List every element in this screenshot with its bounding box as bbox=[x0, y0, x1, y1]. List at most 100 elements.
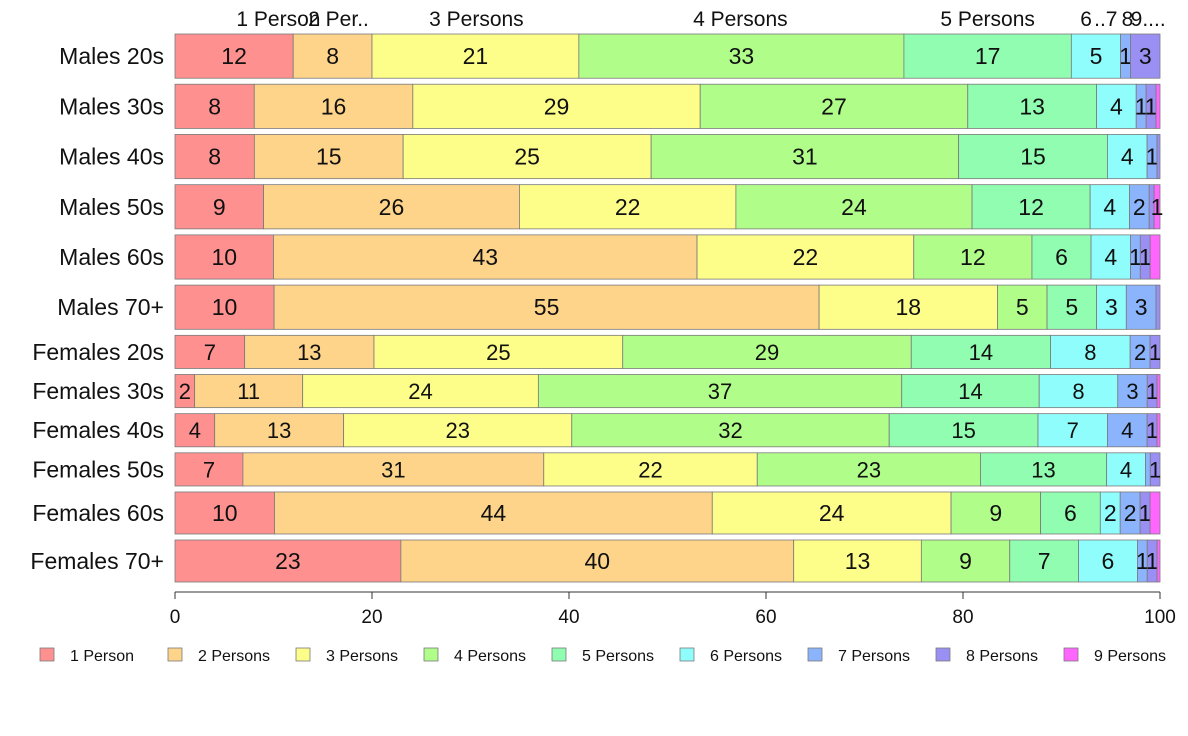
bar-value-label: 4 bbox=[1110, 93, 1123, 119]
bar-segment bbox=[1153, 184, 1161, 230]
bar-value-label: 2 bbox=[179, 379, 191, 404]
bar-segment bbox=[622, 334, 912, 369]
bar-segment bbox=[253, 83, 414, 129]
category-label: Males 20s bbox=[59, 43, 164, 69]
bar-value-label: 25 bbox=[486, 340, 510, 365]
bar-value-label: 4 bbox=[1121, 418, 1133, 443]
bar-value-label: 7 bbox=[203, 457, 215, 482]
bar-segment bbox=[174, 284, 275, 330]
bar-segment bbox=[1149, 334, 1161, 369]
bar-value-label: 15 bbox=[1020, 144, 1046, 170]
bar-value-label: 1 bbox=[1129, 244, 1142, 270]
bar-value-label: 1 bbox=[1146, 548, 1159, 574]
bar-segment bbox=[1009, 539, 1079, 583]
bar-segment bbox=[292, 33, 373, 79]
bar-value-label: 13 bbox=[845, 548, 871, 574]
bar-value-label: 4 bbox=[1104, 244, 1117, 270]
bar-segment bbox=[174, 134, 255, 180]
bars: 12 8 21 33 17 5 1 38 16 29 27 13 4 118 15 25 31 15 4 19 26 22… bbox=[174, 33, 1163, 583]
bar-segment bbox=[302, 374, 539, 409]
bar-segment bbox=[273, 234, 698, 280]
bar-segment bbox=[174, 491, 275, 535]
bar-segment bbox=[400, 539, 795, 583]
bar-value-label: 55 bbox=[534, 294, 560, 320]
top-series-label: 4 Persons bbox=[693, 8, 788, 31]
bar-segment bbox=[1125, 284, 1157, 330]
legend: 1 Person 2 Persons 3 Persons 4 Persons 5 Per… bbox=[39, 647, 1166, 665]
bar-value-label: 8 bbox=[208, 93, 221, 119]
bar-segment bbox=[174, 83, 255, 129]
category-label: Males 70+ bbox=[57, 294, 164, 320]
bar-segment bbox=[373, 334, 624, 369]
bar-segment bbox=[371, 33, 580, 79]
bar-value-label: 1 bbox=[1146, 418, 1158, 443]
bar-value-label: 11 bbox=[237, 379, 260, 404]
bar-value-label: 16 bbox=[321, 93, 347, 119]
bar-value-label: 3 bbox=[1126, 379, 1138, 404]
bar-value-label: 25 bbox=[514, 144, 540, 170]
top-series-label: 5 Persons bbox=[940, 8, 1035, 31]
bar-value-label: 15 bbox=[316, 144, 342, 170]
bar-segment bbox=[1156, 413, 1161, 448]
bar-value-label: 22 bbox=[793, 244, 819, 270]
bar-segment bbox=[244, 334, 375, 369]
bar-value-label: 1 bbox=[1136, 548, 1149, 574]
bar-value-label: 12 bbox=[221, 43, 247, 69]
legend-swatch bbox=[679, 647, 695, 662]
legend-label: 8 Persons bbox=[966, 648, 1038, 665]
legend-label: 7 Persons bbox=[838, 648, 910, 665]
bar-value-label: 5 bbox=[1016, 294, 1029, 320]
x-tick-label: 20 bbox=[361, 607, 382, 628]
bar-value-label: 27 bbox=[821, 93, 847, 119]
bar-segment bbox=[1040, 491, 1101, 535]
legend-swatch bbox=[423, 647, 439, 662]
legend-swatch bbox=[807, 647, 823, 662]
bar-segment bbox=[273, 284, 820, 330]
x-axis: 0 20 40 60 80 100 bbox=[170, 591, 1176, 628]
bar-value-label: 8 bbox=[326, 43, 339, 69]
bar-value-label: 24 bbox=[408, 379, 432, 404]
category-label: Males 30s bbox=[59, 93, 164, 119]
bar-value-label: 23 bbox=[275, 548, 301, 574]
bar-value-label: 29 bbox=[544, 93, 570, 119]
bar-segment bbox=[818, 284, 998, 330]
bar-value-label: 43 bbox=[472, 244, 498, 270]
bar-value-label: 2 bbox=[1124, 500, 1137, 526]
bar-value-label: 6 bbox=[1055, 244, 1068, 270]
bar-value-label: 1 bbox=[1146, 144, 1159, 170]
bar-value-label: 13 bbox=[1019, 93, 1045, 119]
bar-value-label: 13 bbox=[1031, 457, 1055, 482]
bar-value-label: 26 bbox=[379, 194, 405, 220]
bar-segment bbox=[1156, 539, 1161, 583]
bar-value-label: 14 bbox=[958, 379, 982, 404]
bar-segment bbox=[174, 234, 274, 280]
top-series-label: 8 bbox=[1122, 8, 1134, 31]
bar-value-label: 12 bbox=[960, 244, 986, 270]
legend-label: 4 Persons bbox=[454, 648, 526, 665]
bar-value-label: 10 bbox=[212, 294, 238, 320]
top-series-label: 9.... bbox=[1131, 8, 1166, 31]
bar-value-label: 33 bbox=[729, 43, 755, 69]
legend-label: 6 Persons bbox=[710, 648, 782, 665]
bar-value-label: 21 bbox=[463, 43, 489, 69]
bar-segment bbox=[1096, 83, 1137, 129]
bar-value-label: 24 bbox=[841, 194, 867, 220]
bar-value-label: 2 bbox=[1104, 500, 1117, 526]
bar-value-label: 15 bbox=[951, 418, 975, 443]
bar-segment bbox=[214, 413, 345, 448]
bar-value-label: 23 bbox=[445, 418, 469, 443]
x-tick-label: 100 bbox=[1144, 607, 1176, 628]
bar-value-label: 7 bbox=[1038, 548, 1051, 574]
legend-label: 5 Persons bbox=[582, 648, 654, 665]
legend-label: 1 Person bbox=[70, 648, 134, 665]
legend-label: 3 Persons bbox=[326, 648, 398, 665]
bar-value-label: 10 bbox=[211, 244, 237, 270]
bar-segment bbox=[1117, 374, 1148, 409]
legend-swatch bbox=[551, 647, 567, 662]
bar-value-label: 31 bbox=[381, 457, 405, 482]
bar-segment bbox=[1070, 33, 1121, 79]
legend-swatch bbox=[935, 647, 951, 662]
bar-value-label: 5 bbox=[1090, 43, 1103, 69]
bar-value-label: 13 bbox=[297, 340, 321, 365]
